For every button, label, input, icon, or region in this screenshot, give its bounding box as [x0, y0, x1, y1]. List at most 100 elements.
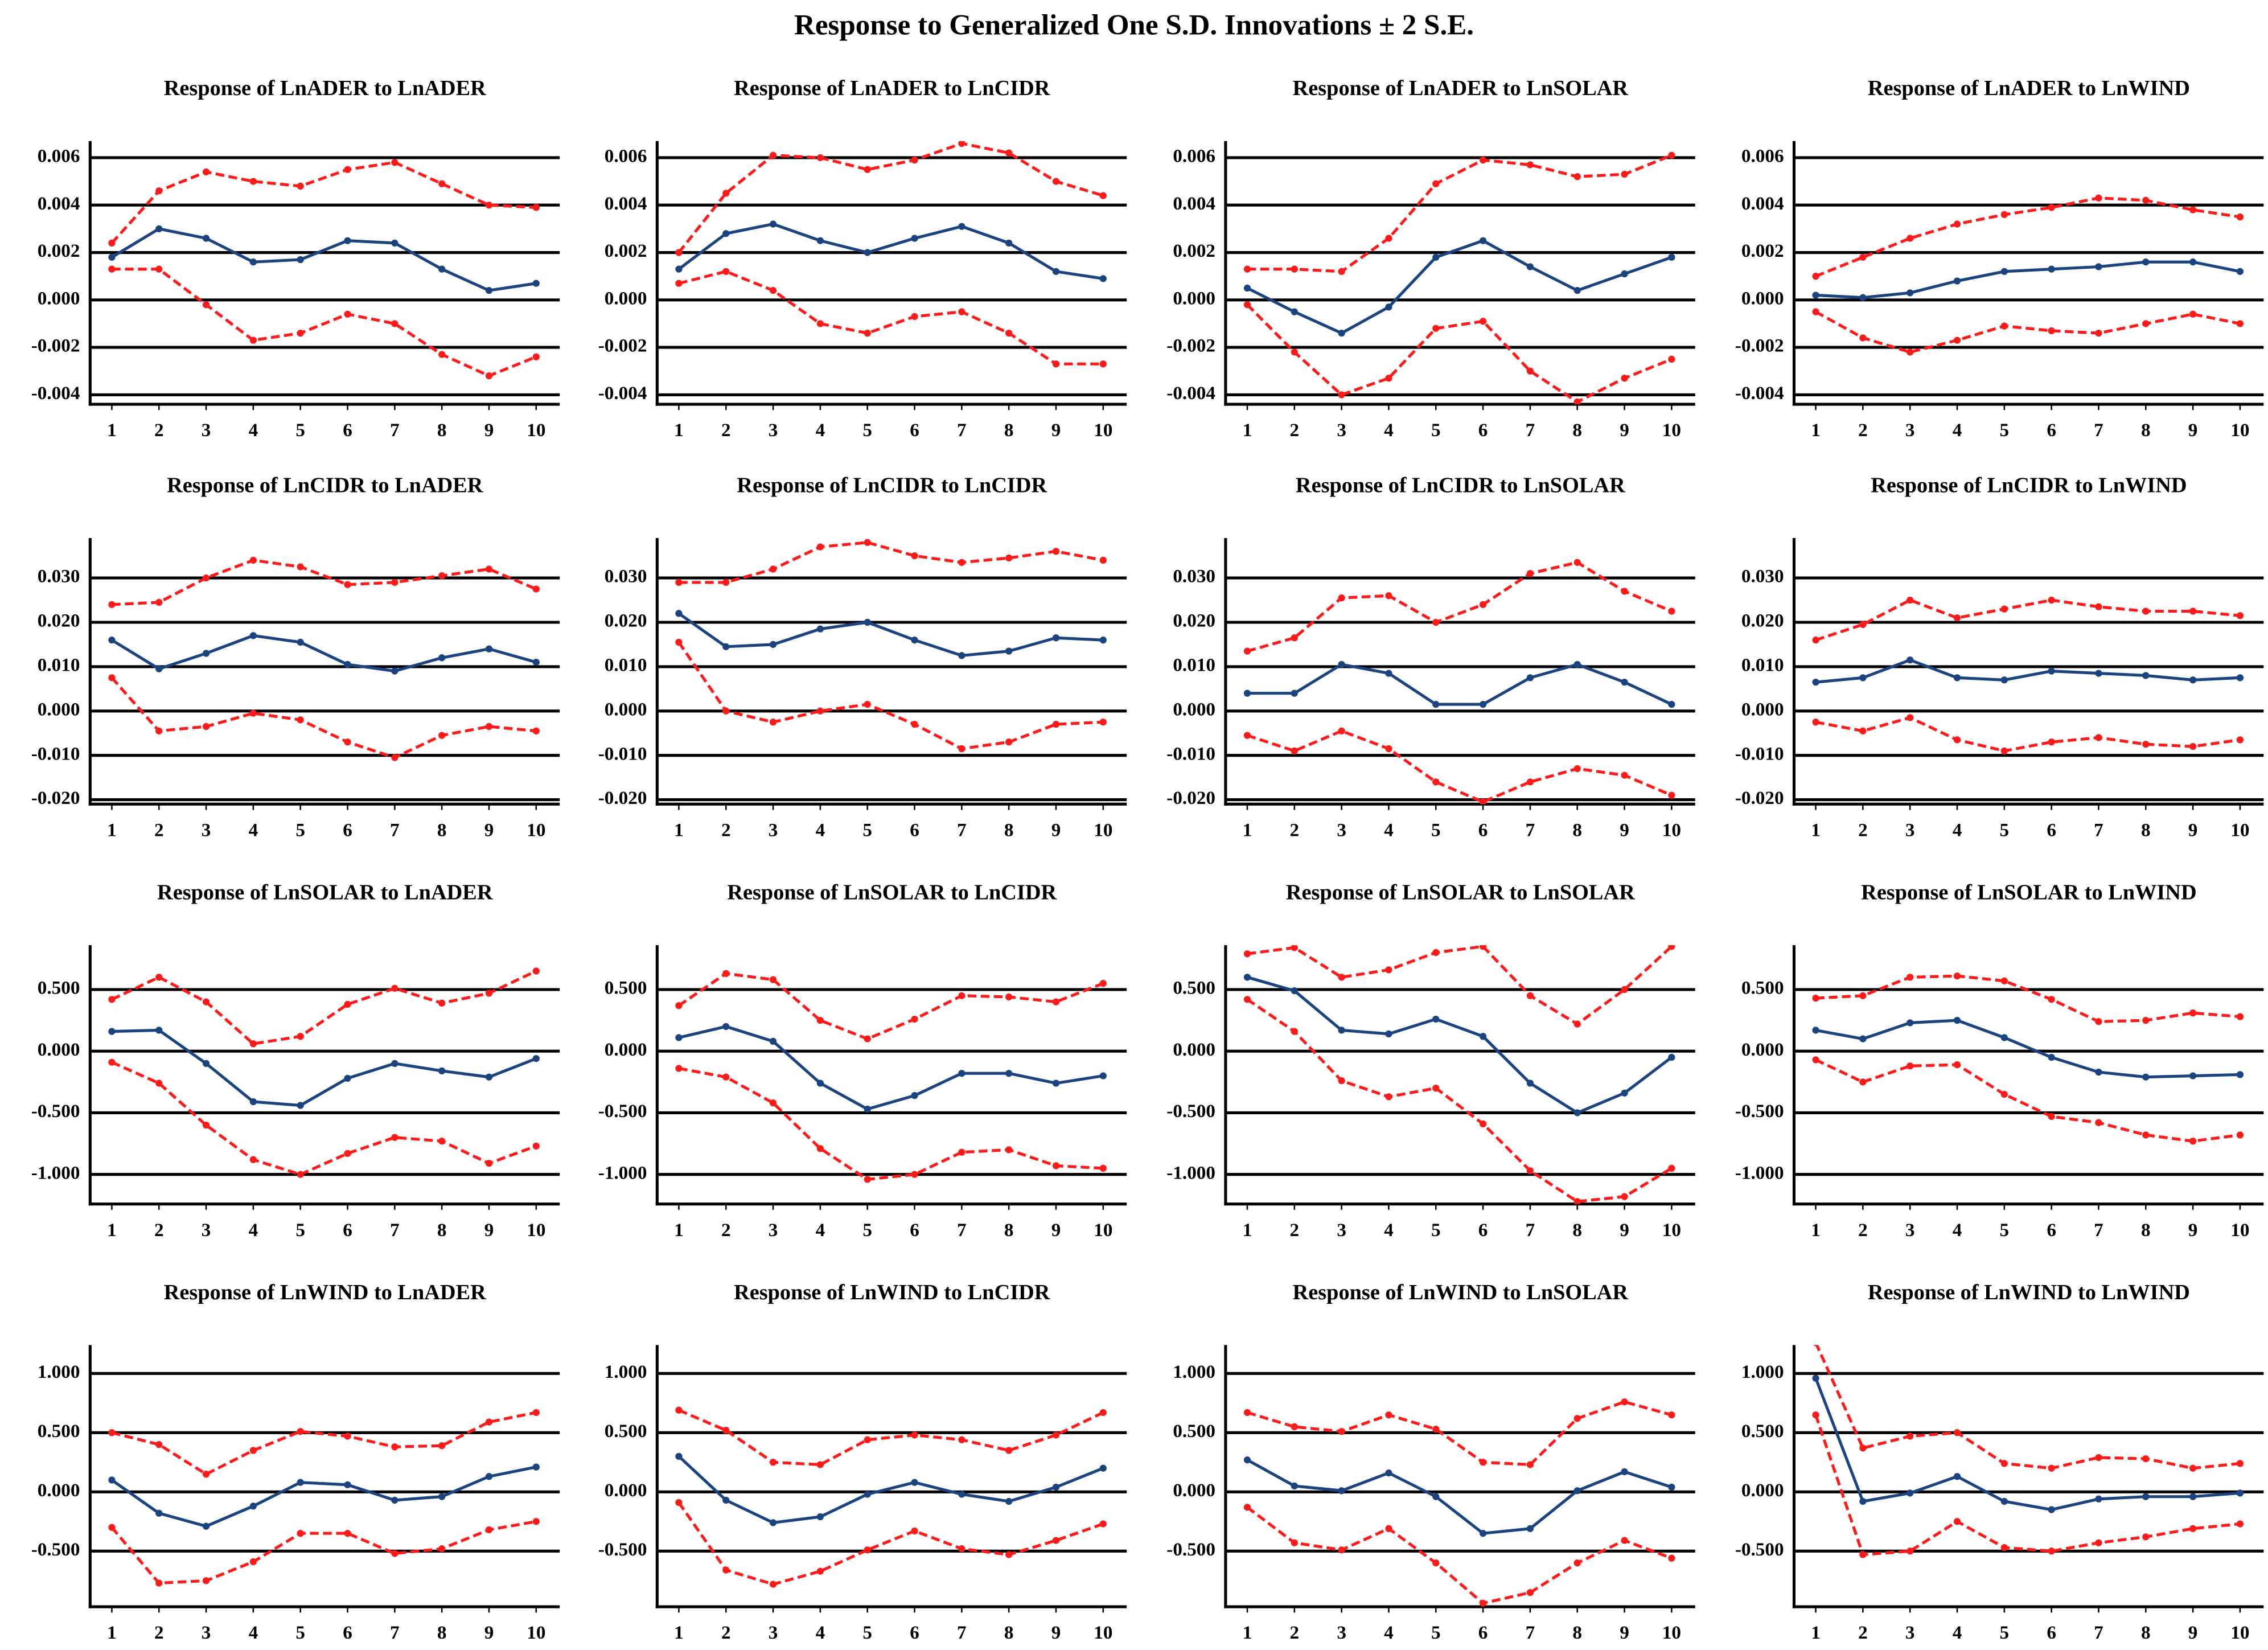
point: [249, 709, 257, 717]
point: [438, 1138, 446, 1145]
y-tick-label: 0.004: [1741, 193, 1784, 214]
point: [1291, 634, 1298, 642]
point: [155, 1080, 163, 1087]
x-tick-label: 5: [295, 1622, 305, 1643]
x-tick-label: 4: [249, 420, 258, 441]
x-tick-label: 1: [1243, 820, 1252, 841]
point: [2095, 1539, 2102, 1546]
point: [864, 1035, 871, 1042]
point: [2000, 747, 2008, 755]
point: [675, 1065, 683, 1072]
point: [816, 1461, 824, 1468]
point: [1005, 329, 1013, 337]
point: [391, 1550, 398, 1557]
point: [2142, 196, 2150, 204]
point: [2000, 1090, 2008, 1098]
point: [391, 1443, 398, 1451]
band-line: [1815, 974, 2241, 1023]
point: [1526, 263, 1534, 270]
point: [344, 1529, 351, 1537]
x-tick-label: 8: [2141, 420, 2151, 441]
point: [202, 168, 210, 176]
point: [2236, 1460, 2244, 1467]
x-tick-label: 9: [2188, 420, 2198, 441]
point: [1005, 554, 1013, 562]
point: [1052, 634, 1060, 642]
point: [108, 265, 116, 273]
point: [1005, 1447, 1013, 1454]
point: [1668, 1554, 1675, 1562]
point: [1005, 993, 1013, 1001]
point: [864, 249, 871, 256]
y-tick-label: 0.030: [605, 566, 647, 587]
point: [1479, 318, 1487, 325]
point: [958, 1491, 965, 1498]
y-tick-label: 0.002: [605, 240, 647, 261]
point: [1291, 987, 1298, 995]
point: [722, 1566, 730, 1574]
panel-title: Response of LnWIND to LnWIND: [1868, 1280, 2190, 1304]
point: [532, 658, 540, 666]
y-tick-label: -1.000: [31, 1162, 80, 1183]
point: [722, 1427, 730, 1434]
point: [958, 141, 965, 147]
y-tick-label: 0.000: [605, 288, 647, 309]
y-tick-label: -0.020: [598, 787, 647, 808]
point: [344, 581, 351, 588]
point: [864, 1176, 871, 1183]
point: [297, 1102, 304, 1109]
point: [344, 166, 351, 173]
y-tick-label: 0.006: [1173, 146, 1215, 167]
point: [675, 638, 683, 646]
plot-area: [675, 141, 1107, 368]
x-tick-label: 5: [1431, 820, 1441, 841]
panel-title: Response of LnCIDR to LnWIND: [1871, 473, 2187, 497]
band-line: [1246, 1506, 1673, 1605]
point: [1526, 570, 1534, 577]
response-line: [111, 634, 537, 673]
y-tick-label: -0.002: [598, 335, 647, 356]
point: [155, 727, 163, 734]
point: [1907, 974, 1914, 981]
x-tick-label: 1: [1811, 820, 1821, 841]
point: [1668, 355, 1675, 363]
x-tick-label: 2: [1290, 1622, 1300, 1643]
x-tick-label: 4: [1953, 1622, 1962, 1643]
point: [769, 976, 777, 983]
point: [1243, 974, 1251, 981]
x-tick-label: 4: [816, 1220, 825, 1241]
x-tick-label: 2: [154, 1220, 164, 1241]
point: [722, 643, 730, 650]
point: [438, 265, 446, 273]
band-line: [112, 559, 537, 606]
point: [1099, 1072, 1107, 1080]
point: [391, 754, 398, 761]
point: [911, 1479, 918, 1486]
point: [1573, 1198, 1581, 1204]
response-line: [1815, 260, 2241, 299]
point: [1859, 621, 1867, 629]
response-line: [1815, 1019, 2241, 1079]
point: [1385, 1469, 1392, 1477]
point: [1668, 1053, 1675, 1061]
point: [675, 1406, 683, 1414]
x-tick-label: 1: [1243, 1622, 1252, 1643]
point: [1479, 156, 1487, 164]
point: [722, 230, 730, 237]
point: [1573, 765, 1581, 773]
plot-area: [1812, 972, 2244, 1145]
point: [958, 1545, 965, 1553]
point: [1668, 608, 1675, 615]
point: [155, 974, 163, 981]
point: [108, 601, 116, 608]
y-tick-label: 0.000: [605, 1039, 647, 1060]
point: [1526, 1589, 1534, 1596]
y-tick-label: -0.020: [31, 787, 80, 808]
x-tick-label: 5: [1431, 1622, 1441, 1643]
point: [1243, 950, 1251, 958]
point: [108, 637, 116, 644]
point: [344, 660, 351, 668]
point: [1385, 375, 1392, 382]
point: [2000, 1497, 2008, 1505]
point: [1291, 1539, 1298, 1546]
